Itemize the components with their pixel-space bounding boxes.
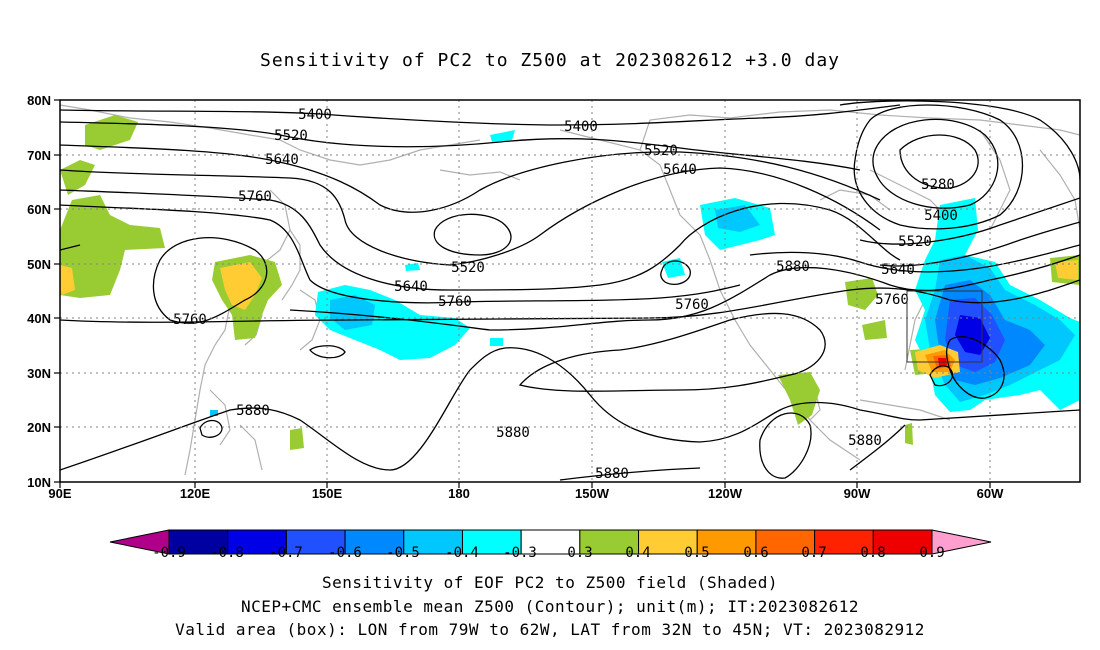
colorbar-label: -0.3 xyxy=(503,545,537,561)
contour-label: 5400 xyxy=(298,107,332,123)
lat-tick-label: 70N xyxy=(27,148,51,163)
lon-tick-label: 90E xyxy=(48,486,71,501)
colorbar-label: 0.5 xyxy=(684,545,709,561)
colorbar-cell xyxy=(696,529,757,555)
z500-contours xyxy=(60,100,1080,481)
colorbar-cell xyxy=(520,529,581,555)
contour-labels: 5400 5520 5640 5760 5400 5520 5640 5520 … xyxy=(173,107,958,482)
colorbar-cell xyxy=(403,529,463,555)
caption-valid-area: Valid area (box): LON from 79W to 62W, L… xyxy=(175,620,925,639)
contour-label: 5640 xyxy=(394,279,428,295)
contour-label: 5400 xyxy=(924,208,958,224)
contour-label: 5880 xyxy=(595,466,629,482)
colorbar-cell xyxy=(638,529,698,555)
colorbar-cell xyxy=(168,529,229,555)
colorbar-cell xyxy=(579,529,640,555)
colorbar: -0.9 -0.8 -0.7 -0.6 -0.5 -0.4 -0.3 0.3 0… xyxy=(109,529,992,561)
contour-label: 5520 xyxy=(274,128,308,144)
valid-area-box xyxy=(906,290,983,363)
contour-label: 5520 xyxy=(451,260,485,276)
plot-frame xyxy=(59,99,1081,483)
colorbar-label: -0.4 xyxy=(445,545,479,561)
contour-label: 5760 xyxy=(438,294,472,310)
lat-lon-grid xyxy=(60,100,1080,482)
colorbar-cell xyxy=(755,529,816,555)
lat-tick-label: 50N xyxy=(27,257,51,272)
contour-label: 5880 xyxy=(776,259,810,275)
colorbar-cell xyxy=(227,529,287,555)
contour-label: 5640 xyxy=(265,152,299,168)
lat-tick-label: 10N xyxy=(27,475,51,490)
contour-label: 5520 xyxy=(644,143,678,159)
colorbar-high-triangle xyxy=(931,529,992,555)
colorbar-label: -0.9 xyxy=(152,545,186,561)
contour-label: 5880 xyxy=(848,433,882,449)
caption-contour: NCEP+CMC ensemble mean Z500 (Contour); u… xyxy=(240,597,860,616)
contour-label: 5760 xyxy=(875,292,909,308)
contour-label: 5760 xyxy=(238,189,272,205)
contour-label: 5760 xyxy=(675,297,709,313)
lon-tick-label: 150W xyxy=(575,486,610,501)
lat-tick-label: 60N xyxy=(27,202,51,217)
contour-label: 5880 xyxy=(236,403,270,419)
lon-tick-label: 90W xyxy=(844,486,871,501)
lat-tick-label: 40N xyxy=(27,311,51,326)
lon-tick-label: 120E xyxy=(180,486,211,501)
colorbar-label: -0.5 xyxy=(386,545,420,561)
colorbar-label: 0.4 xyxy=(625,545,650,561)
lat-tick-label: 80N xyxy=(27,93,51,108)
sensitivity-shading xyxy=(60,115,1080,450)
lat-tick-label: 20N xyxy=(27,420,51,435)
contour-label: 5280 xyxy=(921,177,955,193)
colorbar-cell xyxy=(872,529,933,555)
lat-tick-label: 30N xyxy=(27,366,51,381)
lon-tick-label: 120W xyxy=(708,486,743,501)
figure-title: Sensitivity of PC2 to Z500 at 2023082612… xyxy=(259,50,840,71)
contour-label: 5640 xyxy=(663,162,697,178)
colorbar-cell xyxy=(814,529,874,555)
colorbar-label: 0.6 xyxy=(743,545,768,561)
contour-label: 5400 xyxy=(564,119,598,135)
lon-tick-label: 150E xyxy=(312,486,343,501)
colorbar-label: 0.7 xyxy=(801,545,826,561)
colorbar-label: 0.8 xyxy=(860,545,885,561)
contour-label: 5520 xyxy=(898,234,932,250)
contour-label: 5880 xyxy=(496,425,530,441)
colorbar-label: -0.6 xyxy=(328,545,362,561)
contour-label: 5640 xyxy=(881,262,915,278)
colorbar-cell xyxy=(285,529,346,555)
colorbar-label: 0.3 xyxy=(567,545,592,561)
sensitivity-map: 5400 5520 5640 5760 5400 5520 5640 5520 … xyxy=(27,93,1081,561)
lon-tick-label: 60W xyxy=(977,486,1004,501)
caption-shaded: Sensitivity of EOF PC2 to Z500 field (Sh… xyxy=(322,573,778,592)
lon-tick-label: 180 xyxy=(448,486,470,501)
colorbar-label: 0.9 xyxy=(919,545,944,561)
contour-label: 5760 xyxy=(173,312,207,328)
colorbar-label: -0.7 xyxy=(269,545,303,561)
colorbar-cell xyxy=(461,529,522,555)
colorbar-label: -0.8 xyxy=(210,545,244,561)
